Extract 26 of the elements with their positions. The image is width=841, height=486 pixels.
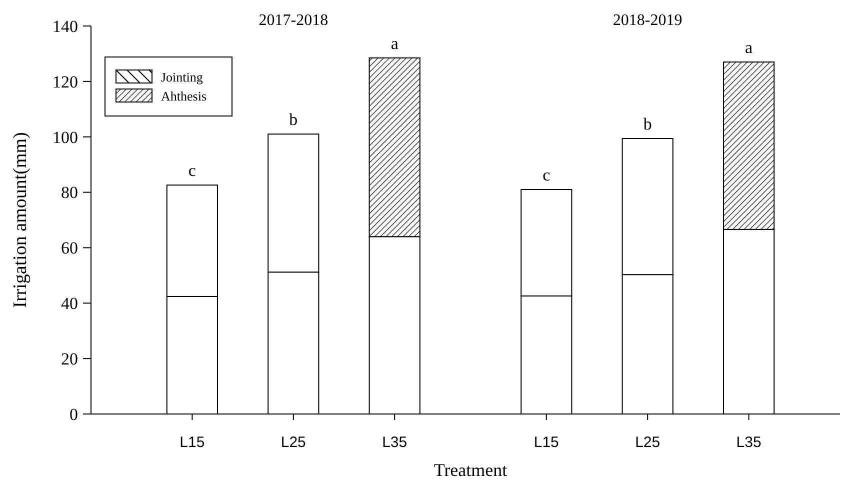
x-tick-label: L35 <box>382 434 408 451</box>
data-label: b <box>289 110 298 130</box>
data-label: a <box>745 38 754 58</box>
annotation: 2018-2019 <box>612 12 682 29</box>
legend-label: Jointing <box>161 70 204 85</box>
x-tick-label: L25 <box>280 434 306 451</box>
legend-label: Ahthesis <box>161 88 206 104</box>
y-tick-label: 0 <box>70 404 78 424</box>
y-tick-label: 60 <box>61 238 78 258</box>
y-tick-label: 40 <box>61 294 78 314</box>
annotation: 2017-2018 <box>258 12 328 29</box>
data-label: c <box>542 166 551 185</box>
y-tick-label: 100 <box>52 128 78 147</box>
data-label: a <box>390 34 399 53</box>
y-axis-title: Irrigation amount(mm) <box>10 132 31 308</box>
x-tick-label: L15 <box>534 434 559 451</box>
y-tick-label: 120 <box>52 72 78 92</box>
x-axis-title: Treatment <box>434 460 508 480</box>
x-tick-label: L35 <box>736 434 762 451</box>
y-tick-label: 20 <box>61 350 78 369</box>
x-tick-label: L15 <box>180 434 205 451</box>
data-label: b <box>643 114 652 134</box>
y-tick-label: 80 <box>61 183 78 202</box>
data-label: c <box>188 161 196 180</box>
x-tick-label: L25 <box>635 434 660 451</box>
y-tick-label: 140 <box>52 16 78 36</box>
